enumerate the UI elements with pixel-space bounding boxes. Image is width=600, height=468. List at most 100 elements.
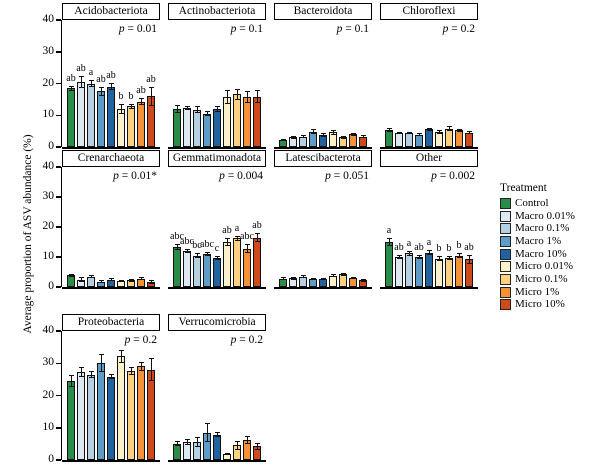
p-value-label: p = 0.051 xyxy=(274,170,369,182)
legend-item: Micro 10% xyxy=(500,299,600,312)
error-bar xyxy=(468,254,470,264)
error-bar-cap-bottom xyxy=(148,104,154,106)
error-bar-cap-top xyxy=(68,85,74,87)
error-bar xyxy=(458,128,460,133)
error-bar xyxy=(120,104,122,114)
legend-label: Macro 0.1% xyxy=(515,222,570,235)
error-bar-cap-top xyxy=(300,135,306,137)
error-bar-cap-top xyxy=(98,86,104,88)
y-axis-line xyxy=(60,331,62,460)
p-italic: p xyxy=(219,170,225,182)
p-italic: p xyxy=(325,170,331,182)
error-bar-cap-bottom xyxy=(466,132,472,134)
error-bar-cap-top xyxy=(330,274,336,276)
facet-strip: Other xyxy=(380,150,478,167)
error-bar-cap-top xyxy=(320,277,326,279)
error-bar-cap-bottom xyxy=(98,370,104,372)
legend-label: Macro 0.01% xyxy=(515,209,575,222)
error-bar xyxy=(256,442,258,451)
error-bar-cap-top xyxy=(204,251,210,253)
y-tick-label: 30 xyxy=(42,190,55,202)
significance-letter: ab xyxy=(464,241,474,253)
bar xyxy=(136,366,146,460)
error-bar-cap-bottom xyxy=(204,115,210,117)
legend-label: Control xyxy=(515,196,549,209)
bar xyxy=(434,258,444,287)
error-bar-cap-top xyxy=(88,275,94,277)
y-tick-label: 0 xyxy=(48,140,54,152)
error-bar-cap-bottom xyxy=(78,87,84,89)
bar xyxy=(96,91,106,147)
error-bar-cap-top xyxy=(128,279,134,281)
facet-strip: Acidobacteriota xyxy=(62,3,160,20)
error-bar-cap-bottom xyxy=(234,99,240,100)
legend-label: Micro 10% xyxy=(515,298,565,311)
y-tick-mark xyxy=(56,286,61,288)
error-bar-cap-bottom xyxy=(416,134,422,136)
bar xyxy=(192,255,202,287)
significance-letter: a xyxy=(88,67,94,79)
bar xyxy=(116,356,126,460)
significance-letter: abc xyxy=(170,230,184,242)
error-bar-cap-bottom xyxy=(234,239,240,241)
y-tick-mark xyxy=(56,330,61,332)
facet-title: Bacteroidota xyxy=(293,4,353,17)
bar xyxy=(242,97,252,147)
legend-item: Control xyxy=(500,197,600,210)
error-bar-cap-bottom xyxy=(214,436,220,438)
error-bar xyxy=(438,130,440,134)
error-bar-cap-top xyxy=(426,127,432,129)
error-bar xyxy=(120,349,122,363)
error-bar-cap-top xyxy=(396,132,402,134)
error-bar-cap-top xyxy=(68,273,74,275)
error-bar xyxy=(418,133,420,136)
error-bar xyxy=(246,435,248,445)
error-bar-cap-bottom xyxy=(446,259,452,260)
legend-label: Macro 10% xyxy=(515,247,567,260)
facet-strip: Latescibacterota xyxy=(274,150,372,167)
error-bar-cap-top xyxy=(340,136,346,138)
bar xyxy=(66,275,76,287)
error-bar xyxy=(100,353,102,372)
error-bar xyxy=(70,273,72,277)
error-bar xyxy=(362,134,364,139)
error-bar-cap-bottom xyxy=(128,280,134,282)
bar xyxy=(252,237,262,287)
error-bar-cap-bottom xyxy=(118,361,124,363)
error-bar xyxy=(206,111,208,117)
error-bar-cap-top xyxy=(78,75,84,77)
error-bar xyxy=(246,244,248,254)
error-bar-cap-bottom xyxy=(290,278,296,280)
x-axis-line xyxy=(274,147,372,149)
bar xyxy=(222,242,232,287)
error-bar xyxy=(196,106,198,113)
p-italic: p xyxy=(113,170,119,182)
error-bar-cap-bottom xyxy=(194,111,200,113)
error-bar-cap-top xyxy=(78,277,84,279)
bar xyxy=(86,276,96,287)
p-italic: p xyxy=(230,23,237,35)
error-bar-cap-top xyxy=(234,236,240,237)
bar xyxy=(444,258,454,287)
error-bar xyxy=(388,238,390,246)
error-bar-cap-top xyxy=(280,277,286,279)
error-bar-cap-top xyxy=(88,371,94,373)
bar xyxy=(278,278,288,287)
error-bar xyxy=(292,276,294,280)
bar xyxy=(146,369,156,460)
error-bar-cap-bottom xyxy=(194,256,200,258)
error-bar xyxy=(150,279,152,284)
error-bar-cap-top xyxy=(118,349,124,351)
error-bar-cap-bottom xyxy=(138,103,144,105)
error-bar xyxy=(342,136,344,139)
error-bar-cap-bottom xyxy=(148,282,154,284)
error-bar-cap-bottom xyxy=(426,129,432,131)
error-bar-cap-bottom xyxy=(244,443,250,445)
error-bar xyxy=(342,272,344,277)
error-bar xyxy=(408,251,410,256)
error-bar-cap-bottom xyxy=(98,281,104,283)
error-bar-cap-bottom xyxy=(68,89,74,91)
error-bar-cap-bottom xyxy=(118,112,124,114)
significance-letter: a xyxy=(426,237,432,249)
